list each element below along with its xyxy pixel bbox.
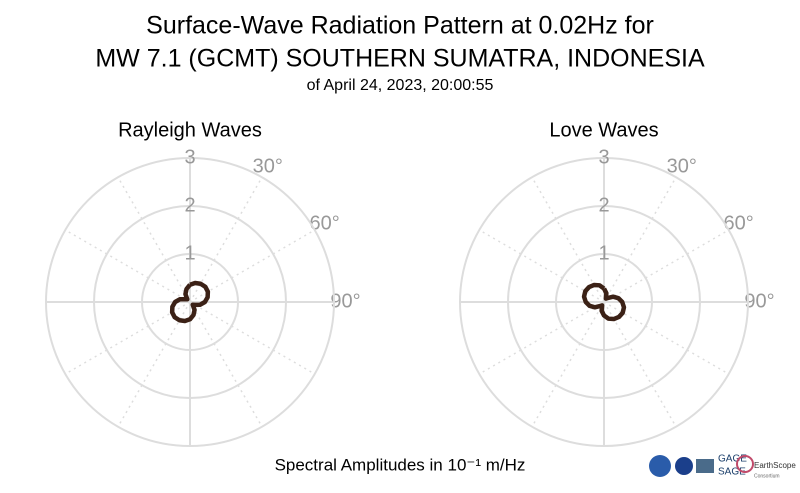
grid-spoke — [189, 176, 263, 303]
r-tick-label: 1 — [184, 242, 195, 264]
grid-spoke — [531, 176, 605, 303]
theta-tick-label: 90° — [330, 290, 360, 312]
grid-spoke — [117, 301, 191, 428]
grid-spoke — [64, 229, 191, 303]
grid-spoke — [189, 229, 316, 303]
grid-spoke — [603, 301, 677, 428]
logo — [696, 459, 714, 473]
logo-text: Consortium — [754, 473, 780, 479]
chart-title: Love Waves — [549, 119, 658, 141]
grid-spoke — [603, 301, 730, 375]
grid-ring — [93, 205, 287, 399]
logos: GAGE SAGE EarthScope Consortium — [649, 454, 796, 479]
theta-tick-label: 60° — [310, 213, 340, 235]
grid-ring — [141, 253, 239, 351]
r-tick-label: 2 — [598, 194, 609, 216]
grid-ring — [507, 205, 701, 399]
r-tick-label: 3 — [598, 146, 609, 168]
grid-spoke — [603, 229, 730, 303]
grid-ring — [459, 157, 749, 447]
chart-title: Rayleigh Waves — [118, 119, 262, 141]
r-tick-label: 3 — [184, 146, 195, 168]
footer: Spectral Amplitudes in 10⁻¹ m/Hz — [275, 455, 526, 474]
grid-spoke — [64, 301, 191, 375]
subtitle: of April 24, 2023, 20:00:55 — [307, 77, 494, 94]
logo-text: EarthScope — [754, 461, 796, 470]
r-tick-label: 2 — [184, 194, 195, 216]
logo-text: SAGE — [718, 467, 746, 478]
grid-ring — [555, 253, 653, 351]
title: Surface-Wave Radiation Pattern at 0.02Hz… — [146, 12, 654, 40]
theta-tick-label: 60° — [724, 213, 754, 235]
grid-spoke — [117, 176, 191, 303]
grid-spoke — [189, 301, 316, 375]
logo — [649, 455, 671, 477]
r-tick-label: 1 — [598, 242, 609, 264]
logo-text: GAGE — [718, 454, 747, 465]
theta-tick-label: 90° — [744, 290, 774, 312]
title: MW 7.1 (GCMT) SOUTHERN SUMATRA, INDONESI… — [95, 45, 705, 73]
pattern-line — [581, 282, 627, 322]
logo — [675, 457, 693, 475]
grid-spoke — [478, 301, 605, 375]
theta-tick-label: 30° — [253, 156, 283, 178]
grid-spoke — [531, 301, 605, 428]
grid-spoke — [603, 176, 677, 303]
grid-spoke — [478, 229, 605, 303]
theta-tick-label: 30° — [667, 156, 697, 178]
grid-ring — [45, 157, 335, 447]
pattern-line — [169, 280, 211, 324]
logo — [736, 455, 754, 473]
grid-spoke — [189, 301, 263, 428]
